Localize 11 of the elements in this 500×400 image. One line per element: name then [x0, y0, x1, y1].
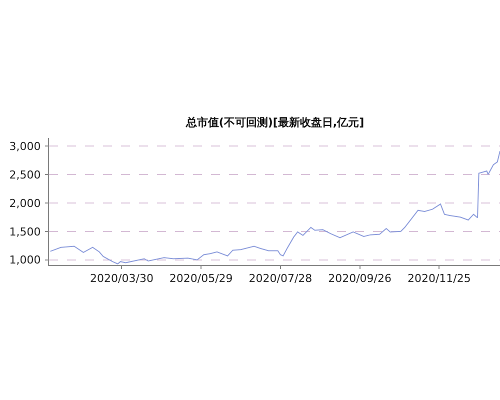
x-tick-label: 2020/09/26 — [328, 272, 392, 286]
y-tick-label: 2,500 — [9, 168, 41, 182]
x-tick-label: 2020/07/28 — [248, 272, 312, 286]
x-tick-label: 2020/05/29 — [169, 272, 233, 286]
y-tick-label: 3,000 — [9, 140, 41, 153]
y-tick-label: 1,500 — [9, 225, 41, 238]
x-tick-label: 2020/11/25 — [407, 272, 471, 286]
y-tick-label: 1,000 — [9, 254, 41, 267]
x-tick-label: 2020/03/30 — [90, 272, 154, 286]
chart-title: 总市值(不可回测)[最新收盘日,亿元] — [184, 116, 364, 129]
y-tick-label: 2,000 — [9, 196, 41, 210]
